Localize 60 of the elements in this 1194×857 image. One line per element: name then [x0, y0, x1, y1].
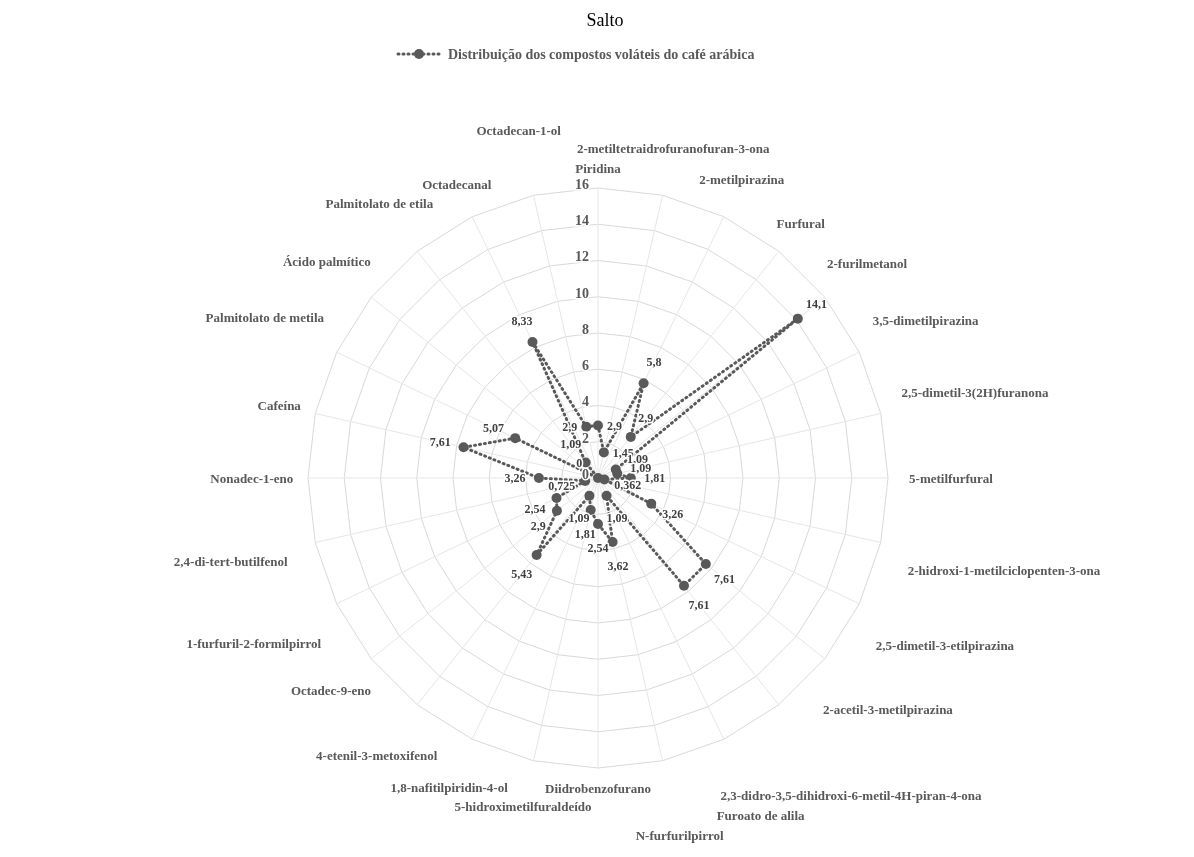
data-label: 8,33 — [511, 313, 533, 328]
spoke-label: 1,8-nafitilpiridin-4-ol — [390, 779, 509, 795]
spoke-label: Octadecan-1-ol — [476, 123, 562, 139]
data-label: 1,09 — [568, 510, 590, 525]
spoke-label: Palmitolato de etila — [325, 196, 434, 212]
data-label: 1,81 — [644, 471, 666, 486]
data-label: 2,9 — [562, 419, 578, 434]
spoke-label: 2-acetil-3-metilpirazina — [822, 701, 954, 717]
spoke-label: Octadec-9-eno — [290, 683, 372, 699]
y-tick-label: 10 — [575, 285, 589, 301]
data-label: 14,1 — [806, 296, 828, 311]
spoke-label: Nonadec-1-eno — [210, 470, 294, 486]
data-label: 0,725 — [548, 479, 576, 494]
spoke-label: Palmitolato de metila — [205, 310, 325, 326]
spoke-label: Octadecanal — [422, 177, 492, 193]
data-label: 2,9 — [607, 418, 622, 433]
spoke-label: 4-etenil-3-metoxifenol — [316, 748, 438, 764]
y-tick-label: 12 — [575, 249, 589, 265]
spoke-label: 2,5-dimetil-3-etilpirazina — [875, 637, 1015, 653]
spoke-label: 2-metiltetraidrofuranofuran-3-ona — [576, 141, 770, 157]
data-label: 7,61 — [429, 435, 451, 450]
data-label: 3,62 — [607, 558, 629, 573]
data-label: 2,9 — [530, 518, 546, 533]
spoke-label: 5-hidroximetilfuraldeído — [454, 799, 592, 815]
y-tick-label: 14 — [575, 213, 589, 229]
data-label: 2,54 — [587, 541, 609, 556]
chart-title: Salto — [586, 10, 624, 30]
spoke-label: 2-furilmetanol — [827, 255, 908, 271]
data-label: 5,07 — [483, 420, 505, 435]
data-label: 2,54 — [524, 501, 546, 516]
spoke-label: Cafeína — [257, 397, 302, 413]
spoke-label: 5-metilfurfural — [909, 470, 994, 486]
spoke-label: Furfural — [776, 216, 826, 232]
data-label: 7,61 — [688, 597, 710, 612]
y-tick-label: 8 — [582, 321, 589, 337]
spoke-label: Diidrobenzofurano — [545, 780, 651, 796]
data-label: 3,26 — [662, 507, 684, 522]
spoke-label: 3,5-dimetilpirazina — [872, 312, 980, 328]
spoke-label: 2,5-dimetil-3(2H)furanona — [901, 384, 1049, 400]
spoke-label: 1-furfuril-2-formilpirrol — [186, 636, 322, 652]
data-label: 1,81 — [574, 526, 596, 541]
y-tick-label: 4 — [582, 394, 589, 410]
y-tick-label: 6 — [582, 358, 589, 374]
data-label: 7,61 — [714, 572, 736, 587]
data-label: 2,9 — [638, 411, 654, 426]
spoke-label: 2-hidroxi-1-metilciclopenten-3-ona — [907, 563, 1101, 579]
y-tick-label: 2 — [582, 430, 589, 446]
data-label: 1,09 — [560, 436, 582, 451]
spoke-label: N-furfurilpirrol — [635, 828, 724, 844]
y-tick-label: 16 — [575, 176, 589, 192]
spoke-label: 2-metilpirazina — [699, 172, 785, 188]
spoke-label: Furoato de alila — [716, 808, 806, 824]
spoke-label: 2,3-didro-3,5-dihidroxi-6-metil-4H-piran-4-ona — [720, 787, 982, 803]
legend-label: Distribuição dos compostos voláteis do café arábica — [448, 46, 755, 62]
spoke-label: 2,4-di-tert-butilfenol — [173, 554, 288, 570]
data-label: 3,26 — [504, 471, 526, 486]
data-label: 5,43 — [511, 566, 533, 581]
spoke-label: Piridina — [575, 160, 622, 176]
spoke-label: Ácido palmítico — [282, 254, 371, 270]
data-label: 5,8 — [646, 354, 662, 369]
